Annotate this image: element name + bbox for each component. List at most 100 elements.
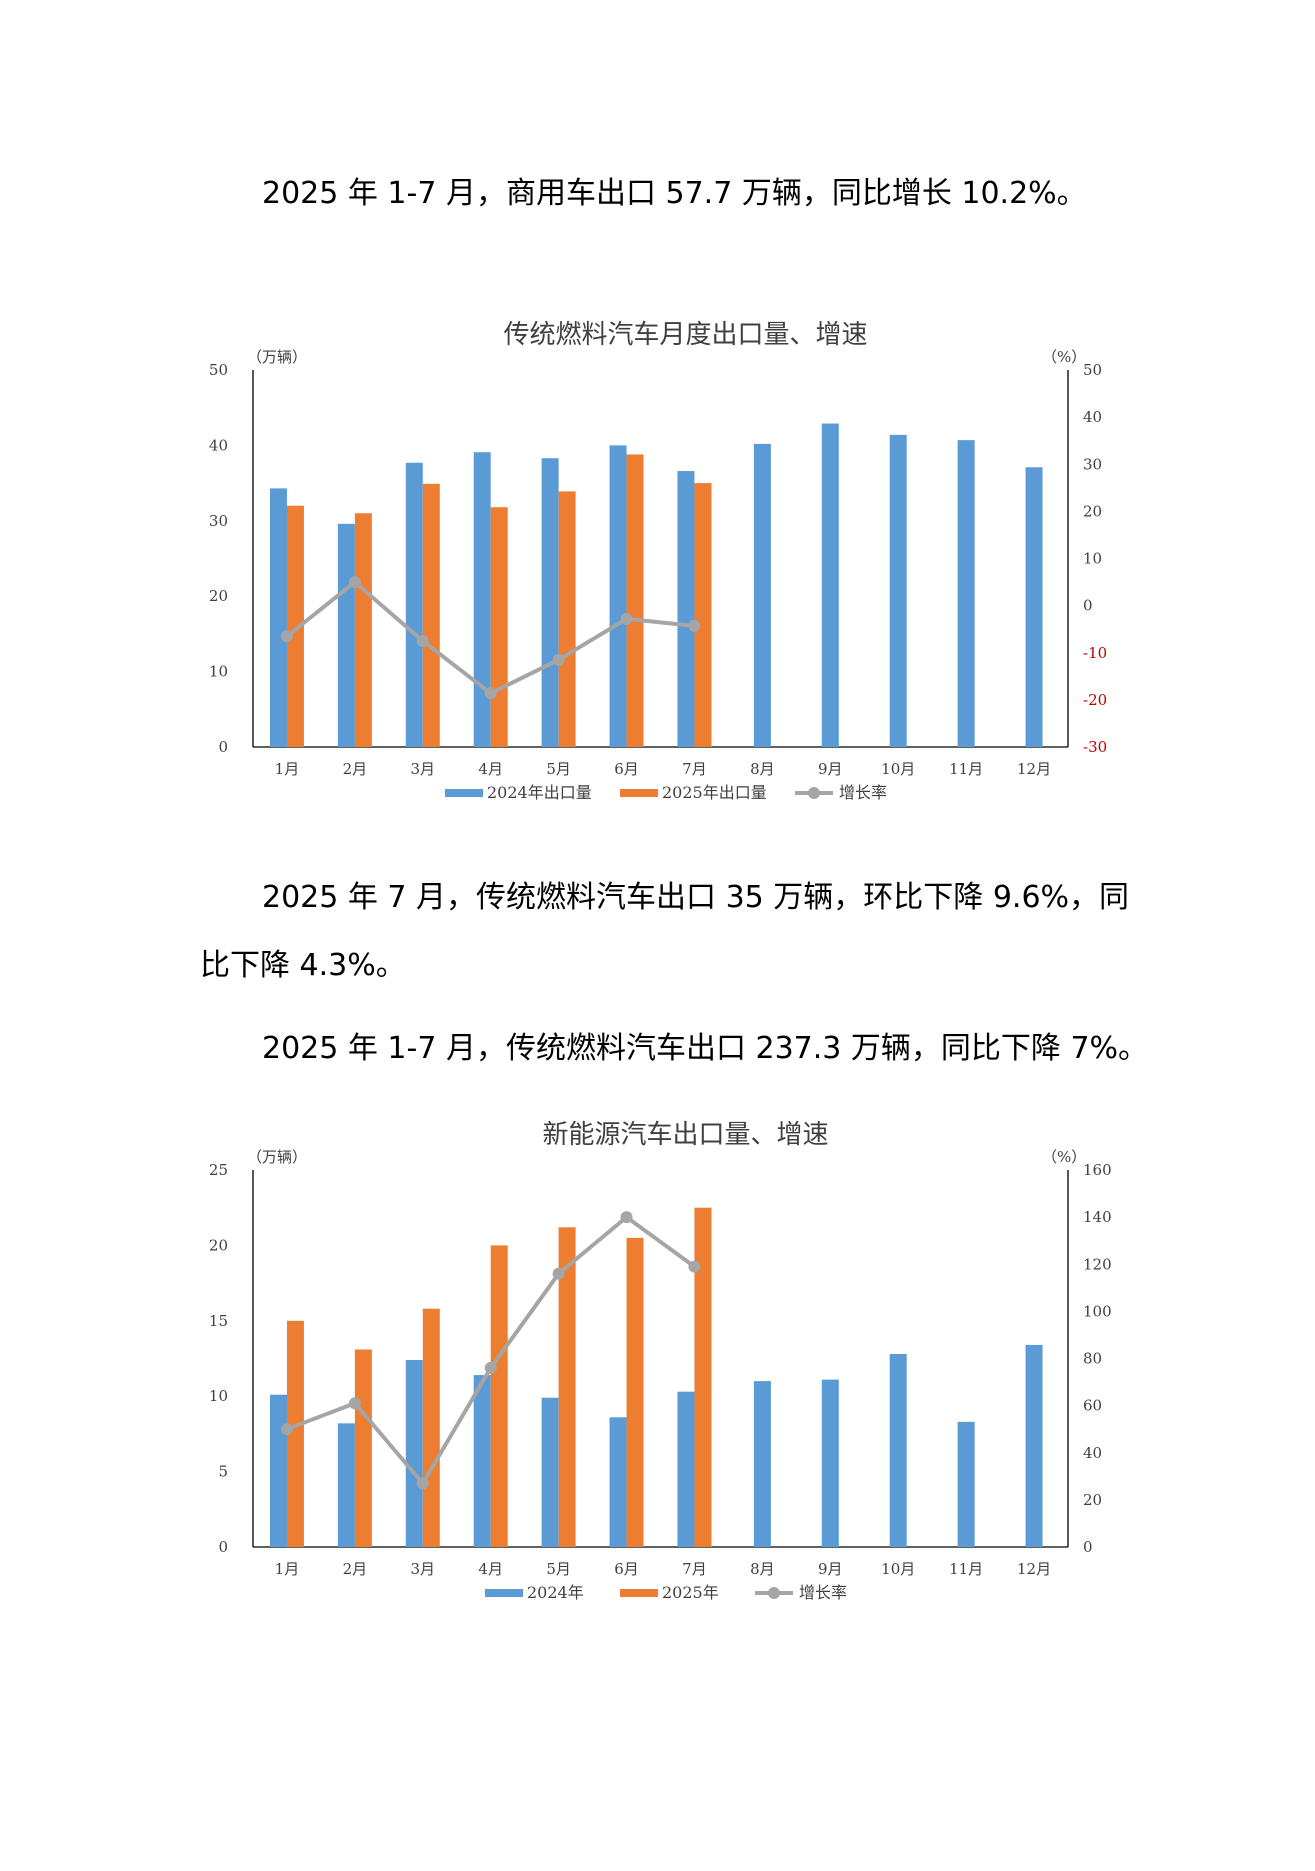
y-right-tick-label: 30 <box>1083 455 1102 473</box>
bar-2025 <box>694 1207 712 1547</box>
bar-2024 <box>821 423 839 747</box>
bar-2025 <box>286 505 304 747</box>
y-right-tick-label: -20 <box>1083 691 1107 709</box>
x-tick-label: 4月 <box>478 1560 503 1578</box>
legend-label-growth: 增长率 <box>839 783 887 802</box>
left-axis-unit: （万辆） <box>247 348 307 366</box>
legend-label-2025: 2025年 <box>662 1583 719 1602</box>
chart-new-energy: 新能源汽车出口量、增速 （万辆） （%） 0 5 10 15 20 25 0 20 40 60 80 100… <box>0 1100 1315 1620</box>
growth-point <box>280 1423 293 1436</box>
y-left-tick-label: 30 <box>209 512 228 530</box>
growth-point <box>348 576 361 589</box>
left-axis-unit: （万辆） <box>247 1148 307 1166</box>
chart-traditional-fuel-svg: 传统燃料汽车月度出口量、增速 （万辆） （%） 0 10 20 30 40 50 -30 -20 -1… <box>209 320 1107 802</box>
x-tick-label: 11月 <box>949 760 983 778</box>
legend-swatch-2024 <box>485 1589 523 1597</box>
y-right-tick-label: 50 <box>1083 361 1102 379</box>
bar-2024 <box>337 1423 355 1547</box>
y-right-tick-label: 60 <box>1083 1397 1102 1415</box>
y-left-tick-label: 15 <box>209 1312 228 1330</box>
legend-label-growth: 增长率 <box>799 1583 847 1602</box>
legend-label-2024: 2024年 <box>527 1583 584 1602</box>
legend-marker-growth <box>808 787 820 799</box>
bar-2024 <box>269 1394 287 1547</box>
growth-point <box>280 630 293 643</box>
chart-new-energy-svg: 新能源汽车出口量、增速 （万辆） （%） 0 5 10 15 20 25 0 20 40 60 80 100… <box>209 1120 1112 1602</box>
growth-point <box>484 1361 497 1374</box>
growth-point <box>552 1267 565 1280</box>
x-tick-label: 11月 <box>949 1560 983 1578</box>
y-right-tick-label: 20 <box>1083 502 1102 520</box>
legend-marker-growth <box>768 1587 780 1599</box>
y-left-tick-label: 20 <box>209 1236 228 1254</box>
x-tick-label: 3月 <box>411 760 436 778</box>
bar-2024 <box>957 440 975 747</box>
y-right-tick-label: -30 <box>1083 738 1107 756</box>
growth-point <box>688 619 701 632</box>
bar-2025 <box>558 491 576 747</box>
x-tick-label: 9月 <box>818 1560 843 1578</box>
x-tick-label: 9月 <box>818 760 843 778</box>
bar-2024 <box>889 1353 907 1547</box>
bar-2024 <box>609 1417 627 1547</box>
paragraph-commercial-exports: 2025 年 1-7 月，商用车出口 57.7 万辆，同比增长 10.2%。 <box>262 176 1087 211</box>
y-left-tick-label: 10 <box>209 663 228 681</box>
x-tick-label: 6月 <box>614 760 639 778</box>
bar-2024 <box>1025 467 1043 747</box>
y-right-tick-label: 20 <box>1083 1491 1102 1509</box>
y-right-tick-label: 0 <box>1083 597 1093 615</box>
x-tick-label: 12月 <box>1017 1560 1051 1578</box>
bar-2024 <box>821 1379 839 1547</box>
y-left-tick-label: 0 <box>218 1538 228 1556</box>
x-tick-label: 2月 <box>343 1560 368 1578</box>
y-right-tick-label: 10 <box>1083 550 1102 568</box>
y-right-tick-label: 40 <box>1083 1444 1102 1462</box>
y-left-tick-label: 20 <box>209 587 228 605</box>
bar-2025 <box>422 1308 440 1547</box>
bar-2024 <box>269 488 287 747</box>
bar-2024 <box>1025 1344 1043 1547</box>
x-tick-label: 5月 <box>546 1560 571 1578</box>
x-tick-label: 6月 <box>614 1560 639 1578</box>
y-right-tick-label: -10 <box>1083 644 1107 662</box>
x-tick-label: 1月 <box>275 760 300 778</box>
y-right-tick-label: 100 <box>1083 1302 1112 1320</box>
growth-point <box>620 1211 633 1224</box>
growth-point <box>688 1260 701 1273</box>
bar-2025 <box>354 513 372 747</box>
x-tick-label: 7月 <box>682 1560 707 1578</box>
bar-2024 <box>473 1375 491 1547</box>
chart-title: 新能源汽车出口量、增速 <box>542 1120 828 1150</box>
y-right-tick-label: 140 <box>1083 1208 1112 1226</box>
x-tick-label: 8月 <box>750 760 775 778</box>
legend-swatch-2025 <box>620 1589 658 1597</box>
bar-2024 <box>957 1421 975 1547</box>
y-left-tick-label: 25 <box>209 1161 228 1179</box>
y-right-tick-label: 80 <box>1083 1350 1102 1368</box>
legend-swatch-2025 <box>620 789 658 797</box>
x-tick-label: 1月 <box>275 1560 300 1578</box>
right-axis-unit: （%） <box>1042 1148 1086 1166</box>
legend-swatch-2024 <box>445 789 483 797</box>
bar-2024 <box>405 462 423 747</box>
growth-point <box>484 687 497 700</box>
x-tick-label: 4月 <box>478 760 503 778</box>
growth-point <box>416 634 429 647</box>
bar-2024 <box>337 523 355 747</box>
bar-2025 <box>626 1237 644 1547</box>
legend-label-2024: 2024年出口量 <box>487 783 592 802</box>
x-tick-label: 10月 <box>881 1560 915 1578</box>
x-tick-label: 8月 <box>750 1560 775 1578</box>
x-tick-label: 7月 <box>682 760 707 778</box>
bar-2024 <box>753 443 771 747</box>
bar-2024 <box>677 471 695 747</box>
paragraph-july-traditional-line2: 比下降 4.3%。 <box>200 948 406 983</box>
bar-2024 <box>609 445 627 747</box>
right-axis-unit: （%） <box>1042 348 1086 366</box>
x-tick-label: 5月 <box>546 760 571 778</box>
y-left-tick-label: 10 <box>209 1387 228 1405</box>
x-tick-label: 10月 <box>881 760 915 778</box>
growth-point <box>620 612 633 625</box>
y-left-tick-label: 50 <box>209 361 228 379</box>
chart-traditional-fuel: 传统燃料汽车月度出口量、增速 （万辆） （%） 0 10 20 30 40 50 -30 -20 -1… <box>0 300 1315 820</box>
